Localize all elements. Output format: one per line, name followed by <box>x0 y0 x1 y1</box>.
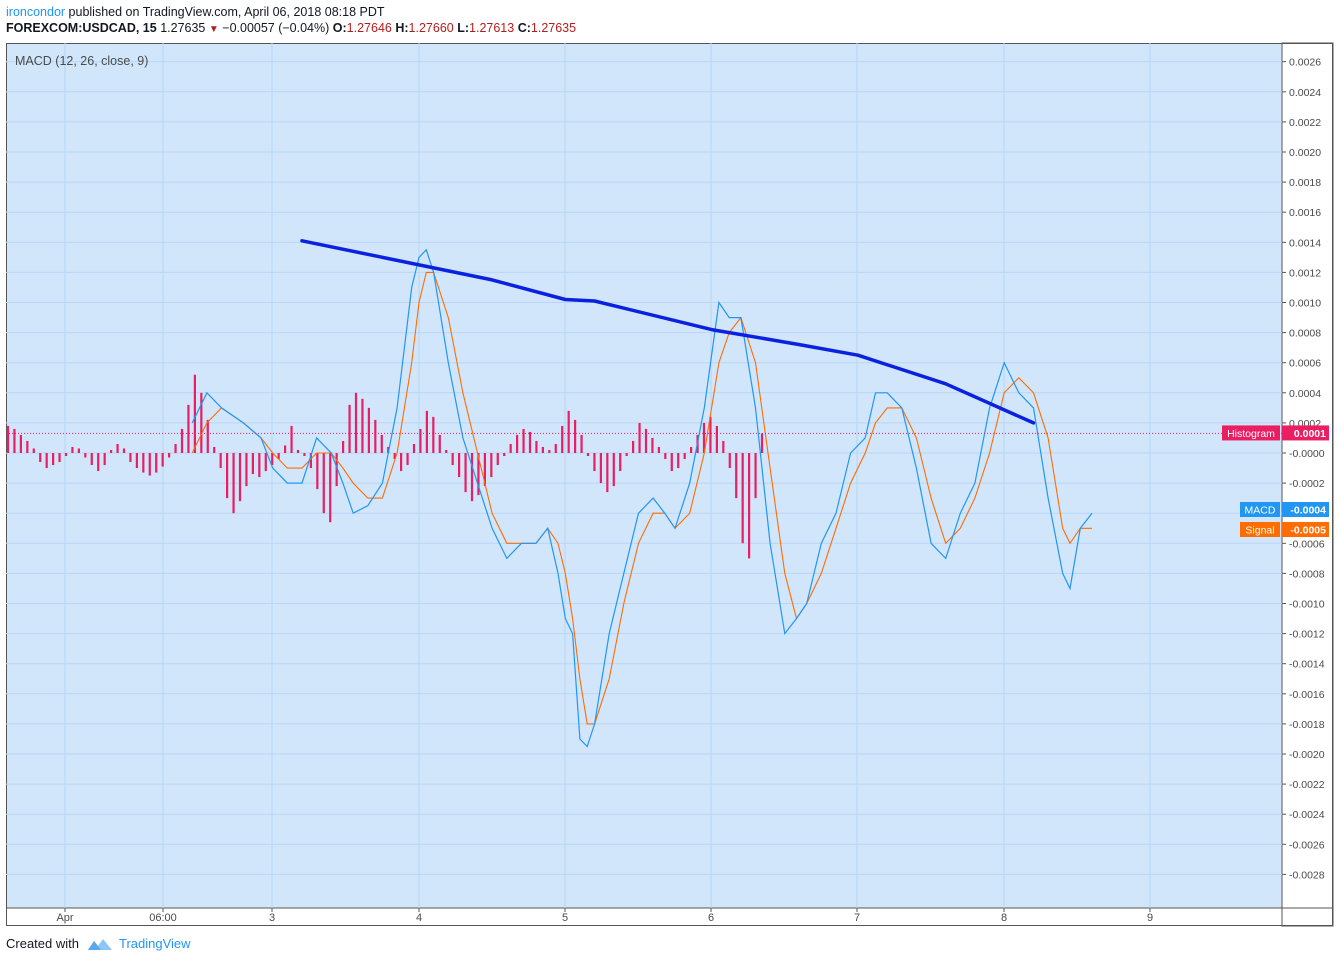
x-tick-label: 7 <box>854 912 860 924</box>
signal-tag-value: -0.0005 <box>1290 525 1326 537</box>
y-tick-label: -0.0024 <box>1289 809 1325 821</box>
macd-tag-value-box <box>1282 502 1329 517</box>
x-tick-label: Apr <box>56 912 73 924</box>
y-tick-label: -0.0010 <box>1289 599 1325 611</box>
time-axis[interactable] <box>6 908 1282 926</box>
histogram-tag-value: 0.0001 <box>1294 428 1326 440</box>
y-tick-label: -0.0020 <box>1289 749 1325 761</box>
macd-tag-name: MACD <box>1245 505 1276 517</box>
author-link[interactable]: ironcondor <box>6 5 66 19</box>
plot-area[interactable] <box>6 43 1282 908</box>
signal-tag-label-box <box>1240 522 1280 537</box>
y-tick-label: -0.0008 <box>1289 568 1325 580</box>
macd-tag-value: -0.0004 <box>1290 505 1326 517</box>
x-tick-label: 9 <box>1147 912 1153 924</box>
signal-tag: Signal -0.0005 <box>1240 522 1329 537</box>
macd-tag-label-box <box>1240 502 1280 517</box>
tradingview-link[interactable]: TradingView <box>118 936 191 951</box>
signal-line <box>191 271 1092 725</box>
y-tick-label: 0.0008 <box>1289 328 1321 340</box>
y-tick-label: 0.0026 <box>1289 57 1321 69</box>
created-with-text: Created with <box>6 936 79 951</box>
macd-line <box>191 248 1093 748</box>
y-tick-label: 0.0010 <box>1289 298 1321 310</box>
signal-tag-name: Signal <box>1245 525 1274 537</box>
symbol-name: FOREXCOM:USDCAD, 15 <box>6 21 157 35</box>
last-price: 1.27635 <box>160 21 206 35</box>
x-tick-label: 3 <box>269 912 275 924</box>
footer: Created with TradingView <box>6 936 191 951</box>
publish-info: published on TradingView.com, April 06, … <box>65 5 385 19</box>
y-tick-label: -0.0000 <box>1289 448 1325 460</box>
y-tick-label: 0.0016 <box>1289 207 1321 219</box>
down-arrow-icon: ▼ <box>208 24 219 35</box>
y-tick-label: 0.0012 <box>1289 267 1321 279</box>
chart-header: ironcondor published on TradingView.com,… <box>6 4 576 38</box>
y-tick-label: -0.0014 <box>1289 659 1325 671</box>
y-tick-label: 0.0014 <box>1289 237 1321 249</box>
x-tick-label: 06:00 <box>149 912 177 924</box>
histogram-tag: Histogram 0.0001 <box>1222 425 1329 441</box>
open-label: O: <box>332 21 347 35</box>
trendline[interactable] <box>300 239 1036 425</box>
high-label: H: <box>395 21 409 35</box>
close-value: 1.27635 <box>530 21 577 35</box>
y-tick-label: 0.0020 <box>1289 147 1321 159</box>
open-value: 1.27646 <box>346 21 392 35</box>
y-tick-label: 0.0018 <box>1289 177 1321 189</box>
price-change: −0.00057 (−0.04%) <box>222 21 330 35</box>
y-tick-label: -0.0022 <box>1289 779 1325 791</box>
x-tick-label: 8 <box>1001 912 1007 924</box>
symbol-line: FOREXCOM:USDCAD, 15 1.27635 ▼ −0.00057 (… <box>6 20 576 38</box>
high-value: 1.27660 <box>408 21 454 35</box>
histogram-tag-value-box <box>1282 425 1329 441</box>
close-label: C: <box>517 21 531 35</box>
x-tick-label: 6 <box>708 912 714 924</box>
y-tick-label: -0.0012 <box>1289 629 1325 641</box>
low-value: 1.27613 <box>469 21 515 35</box>
publish-line: ironcondor published on TradingView.com,… <box>6 4 576 20</box>
y-tick-label: 0.0022 <box>1289 117 1321 129</box>
y-tick-label: -0.0028 <box>1289 869 1325 881</box>
y-tick-label: -0.0018 <box>1289 719 1325 731</box>
x-tick-label: 5 <box>562 912 568 924</box>
tradingview-logo-icon <box>87 938 112 950</box>
x-tick-label: 4 <box>416 912 422 924</box>
macd-tag: MACD -0.0004 <box>1240 502 1329 517</box>
histogram-tag-name: Histogram <box>1227 428 1275 440</box>
chart-border <box>6 43 1333 926</box>
y-tick-label: 0.0004 <box>1289 388 1321 400</box>
y-tick-label: -0.0006 <box>1289 538 1325 550</box>
signal-tag-value-box <box>1282 522 1329 537</box>
indicator-title: MACD (12, 26, close, 9) <box>15 54 148 68</box>
low-label: L: <box>457 21 470 35</box>
y-tick-label: -0.0002 <box>1289 478 1325 490</box>
y-tick-label: 0.0024 <box>1289 87 1321 99</box>
y-tick-label: -0.0016 <box>1289 689 1325 701</box>
y-tick-label: -0.0026 <box>1289 839 1325 851</box>
y-tick-label: 0.0006 <box>1289 358 1321 370</box>
histogram-tag-label-box <box>1222 425 1280 441</box>
